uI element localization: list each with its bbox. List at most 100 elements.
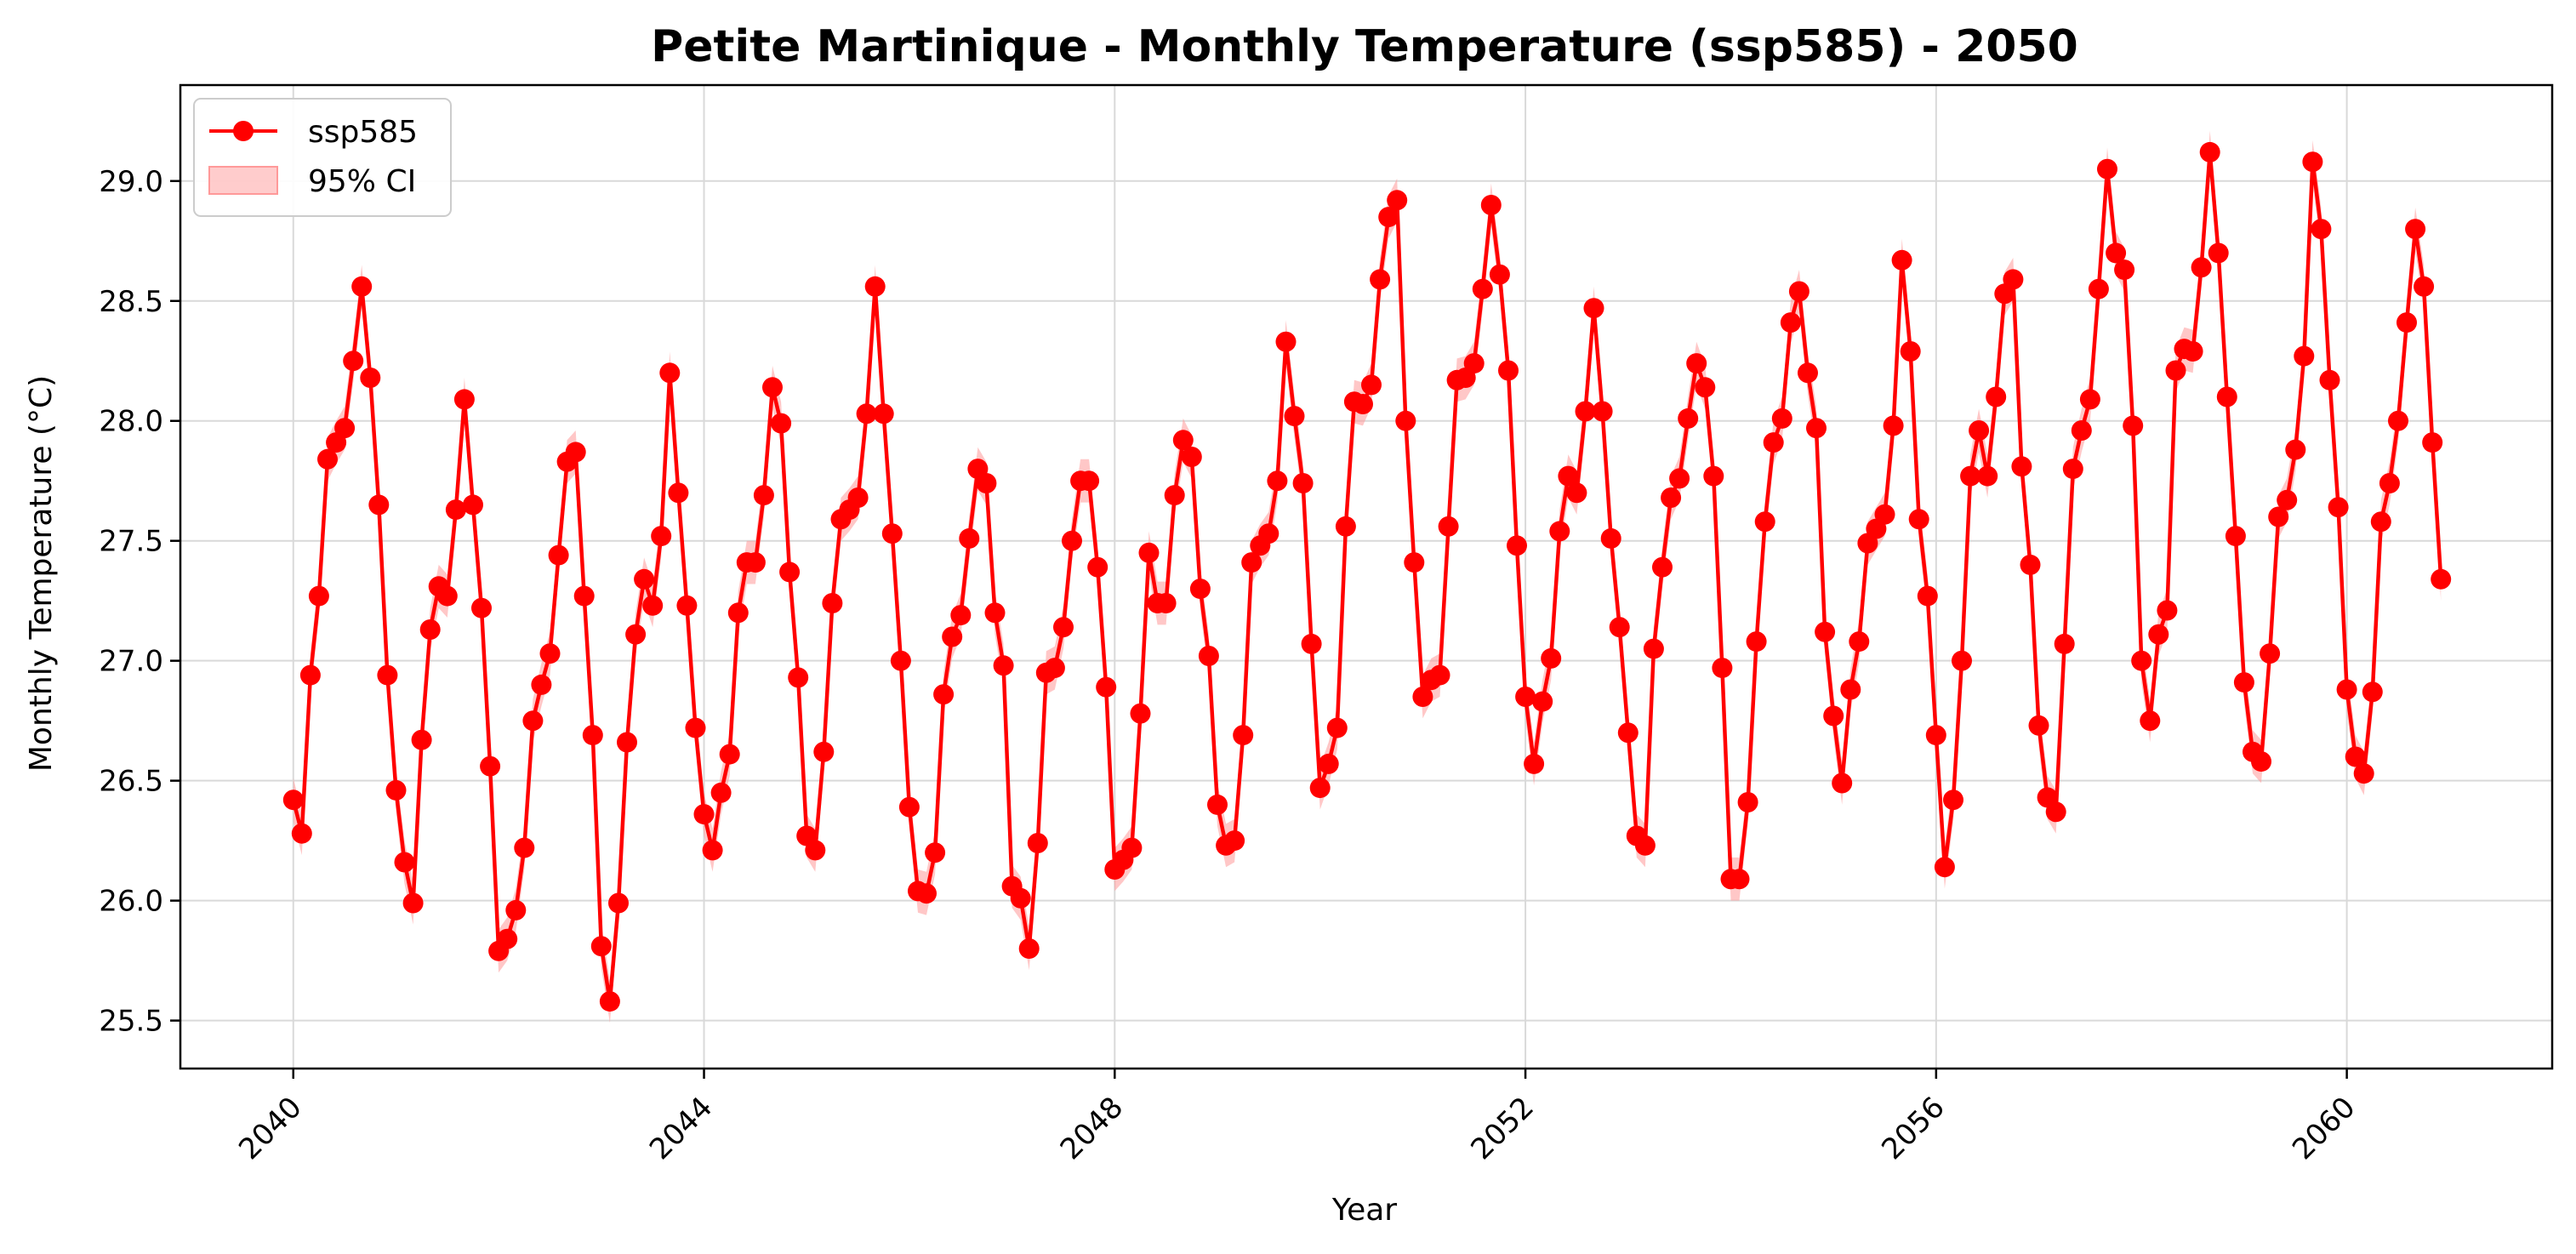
data-point [1600, 527, 1621, 549]
data-point [1096, 676, 1117, 698]
y-axis-label: Monthly Temperature (°C) [24, 375, 59, 772]
data-point [2328, 497, 2349, 518]
data-point [2362, 681, 2383, 703]
data-point [1943, 789, 1963, 811]
data-point [685, 717, 706, 738]
data-point [539, 643, 561, 664]
data-point [1925, 725, 1946, 746]
data-point [1292, 473, 1314, 493]
data-point [1917, 585, 1938, 607]
data-point [505, 899, 527, 921]
data-point [1661, 487, 1682, 508]
data-point [1575, 401, 1596, 422]
data-point [822, 593, 843, 613]
data-point [2079, 389, 2100, 410]
data-point [1224, 830, 1245, 852]
data-point [2054, 633, 2075, 654]
data-point [1695, 377, 1716, 398]
data-point [308, 585, 329, 607]
data-point [1267, 470, 1288, 492]
data-point [942, 626, 963, 647]
y-tick-label: 28.5 [99, 285, 163, 319]
data-point [1763, 432, 1784, 453]
data-point [1198, 646, 1219, 666]
data-point [1395, 410, 1416, 431]
data-point [2285, 439, 2306, 460]
data-point [1969, 420, 1990, 441]
data-point [2097, 158, 2117, 180]
data-point [993, 655, 1014, 676]
data-point [950, 605, 972, 626]
data-point [2131, 650, 2152, 671]
data-point [291, 823, 312, 844]
data-point [2251, 751, 2271, 772]
data-point [2028, 715, 2049, 736]
data-point [2148, 624, 2169, 645]
data-point [2388, 410, 2408, 431]
data-point [1806, 418, 1827, 439]
data-point [1643, 638, 1664, 659]
data-point [1326, 717, 1348, 738]
data-point [1986, 386, 2007, 408]
data-point [1832, 772, 1853, 794]
data-point [1309, 778, 1331, 799]
data-point [805, 840, 826, 861]
data-point [1189, 579, 1211, 600]
data-point [2020, 554, 2041, 575]
data-point [436, 585, 458, 607]
data-point [282, 789, 304, 811]
data-point [744, 552, 766, 573]
data-point [2003, 269, 2024, 290]
data-point [933, 684, 955, 705]
data-point [651, 526, 672, 547]
data-point [2396, 312, 2417, 333]
data-point [856, 403, 877, 425]
data-point [1507, 535, 1527, 556]
data-point [2422, 432, 2443, 453]
y-tick-label: 26.0 [99, 885, 163, 919]
data-point [590, 936, 612, 957]
data-point [788, 667, 809, 688]
data-point [385, 779, 407, 801]
data-point [676, 595, 698, 616]
data-point [1079, 470, 1100, 492]
data-point [1678, 408, 1699, 429]
data-point [565, 442, 586, 463]
data-point [2191, 257, 2212, 278]
data-point [1241, 552, 1262, 573]
data-point [959, 527, 980, 549]
data-point [2011, 456, 2032, 477]
data-point [1609, 617, 1630, 638]
data-point [1840, 679, 1861, 700]
data-point [2165, 360, 2186, 381]
legend-label-ssp585: ssp585 [308, 115, 418, 150]
data-point [2225, 526, 2246, 547]
data-point [1172, 430, 1194, 451]
data-point [753, 485, 774, 506]
chart-title: Petite Martinique - Monthly Temperature … [651, 21, 2078, 72]
data-point [351, 276, 373, 297]
data-point [1284, 406, 1305, 427]
data-point [1275, 331, 1297, 352]
data-point [1891, 249, 1912, 271]
data-point [2123, 415, 2144, 436]
data-point [727, 602, 749, 624]
data-point [1686, 353, 1707, 374]
data-point [916, 883, 937, 904]
data-point [343, 351, 364, 372]
data-point [1018, 938, 1040, 959]
data-point [881, 523, 903, 544]
data-point [2233, 672, 2254, 693]
data-point [984, 602, 1006, 624]
y-tick-label: 29.0 [99, 165, 163, 199]
data-point [411, 729, 432, 750]
data-point [1849, 631, 1870, 653]
data-point [1558, 465, 1579, 487]
data-point [1703, 465, 1724, 487]
data-point [1746, 631, 1767, 653]
data-point [1438, 516, 1459, 537]
data-point [1883, 415, 1904, 436]
data-point [1062, 530, 1082, 551]
data-point [368, 494, 390, 516]
data-point [2208, 242, 2229, 264]
